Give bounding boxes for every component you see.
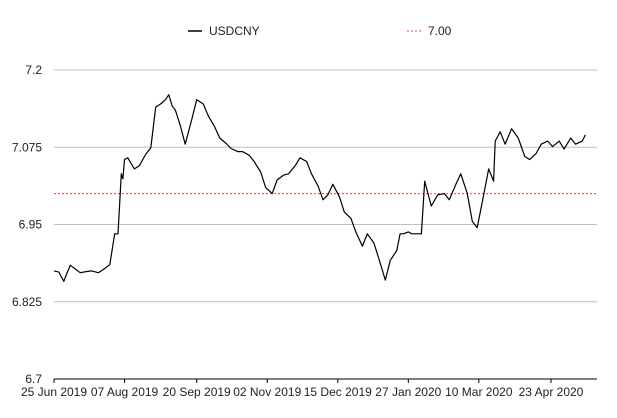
- x-tick-label: 15 Dec 2019: [304, 385, 372, 399]
- y-tick-label: 7.2: [25, 63, 42, 77]
- y-tick-label: 6.95: [19, 218, 43, 232]
- y-tick-label: 6.825: [12, 295, 42, 309]
- y-tick-label: 6.7: [25, 372, 42, 386]
- x-tick-label: 20 Sep 2019: [163, 385, 231, 399]
- series-layer: [53, 94, 586, 282]
- legend-label-usdcny: USDCNY: [209, 24, 260, 38]
- gridlines: [54, 69, 597, 380]
- x-tick-label: 25 Jun 2019: [21, 385, 87, 399]
- x-axis-ticks: 25 Jun 2019 07 Aug 2019 20 Sep 2019 02 Nov …: [21, 379, 584, 399]
- legend-label-reference: 7.00: [428, 24, 452, 38]
- y-axis-ticks: 7.2 7.075 6.95 6.825 6.7: [12, 63, 42, 386]
- series-line-usdcny: [53, 94, 586, 282]
- x-tick-label: 23 Apr 2020: [519, 385, 584, 399]
- legend: USDCNY 7.00: [188, 24, 452, 38]
- x-tick-label: 27 Jan 2020: [375, 385, 441, 399]
- x-tick-label: 07 Aug 2019: [91, 385, 159, 399]
- y-tick-label: 7.075: [12, 140, 42, 154]
- x-tick-label: 02 Nov 2019: [233, 385, 301, 399]
- x-tick-label: 10 Mar 2020: [445, 385, 513, 399]
